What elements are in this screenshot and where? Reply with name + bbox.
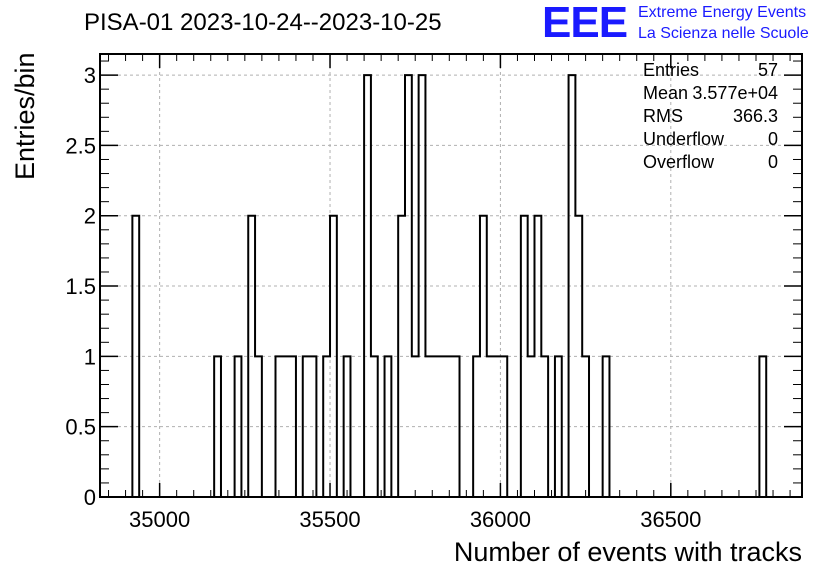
logo-text-line-2: La Scienza nelle Scuole (638, 25, 809, 42)
y-axis-label: Entries/bin (10, 52, 40, 180)
stat-overflow-label: Overflow (643, 152, 715, 172)
histogram-bins (131, 74, 768, 497)
x-tick-label: 35000 (129, 507, 190, 532)
y-tick-label: 0 (84, 485, 96, 510)
stat-rms-label: RMS (643, 106, 683, 126)
x-tick-label: 36000 (470, 507, 531, 532)
y-tick-label: 0.5 (65, 415, 96, 440)
stat-underflow-label: Underflow (643, 129, 725, 149)
y-tick-label: 1.5 (65, 274, 96, 299)
y-tick-label: 2.5 (65, 133, 96, 158)
logo-text-line-1: Extreme Energy Events (638, 4, 807, 21)
stat-underflow-value: 0 (767, 129, 778, 149)
stat-mean-label: Mean (643, 83, 689, 103)
x-tick-label: 35500 (299, 507, 360, 532)
x-axis-label: Number of events with tracks (453, 537, 802, 567)
stat-overflow-value: 0 (767, 152, 778, 172)
x-tick-label: 36500 (640, 507, 701, 532)
stat-entries-value: 57 (757, 60, 778, 80)
eee-logo: EEE (542, 0, 628, 47)
y-tick-label: 3 (84, 63, 96, 88)
plot-frame (99, 53, 803, 498)
stat-entries-label: Entries (643, 60, 700, 80)
y-tick-label: 1 (84, 344, 96, 369)
grid-lines (100, 54, 802, 497)
stat-mean-value: 3.577e+04 (692, 83, 778, 103)
histogram-outline (131, 74, 768, 497)
chart-title: PISA-01 2023-10-24--2023-10-25 (84, 9, 442, 36)
y-tick-label: 2 (84, 204, 96, 229)
axes: 35000 35500 36000 36500 0 0.5 1 1.5 2 2.5 3 (65, 53, 803, 532)
stat-rms-value: 366.3 (732, 106, 778, 126)
